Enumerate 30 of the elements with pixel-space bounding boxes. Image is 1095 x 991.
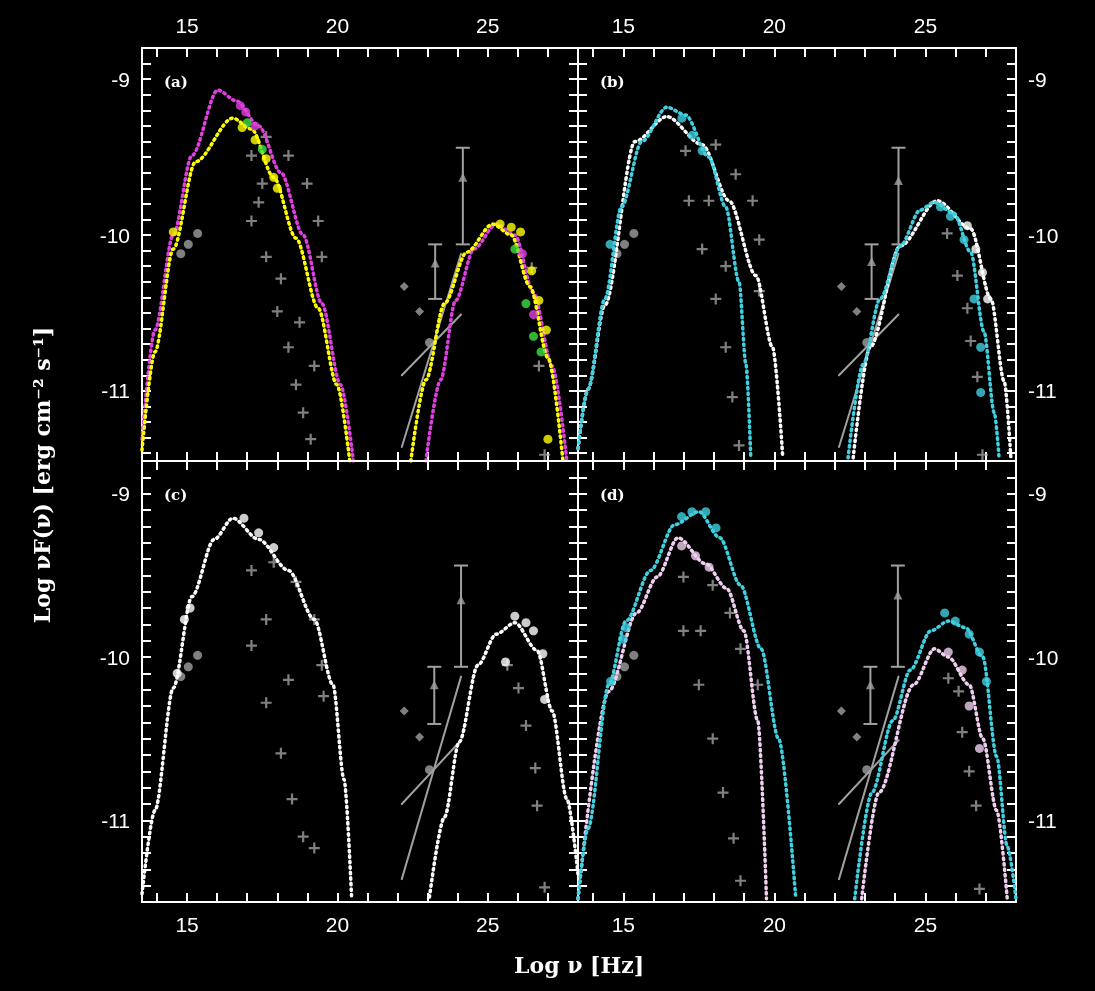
y-tick-label: -9 (111, 482, 130, 506)
annotation: (a) (164, 72, 188, 91)
x-tick-label: 25 (913, 913, 938, 936)
x-tick-label: 20 (325, 913, 350, 936)
y-tick-label: -10 (1028, 645, 1059, 669)
y-tick-label: -10 (99, 223, 130, 247)
y-tick-label: -9 (1028, 482, 1047, 506)
x-tick-label: 15 (175, 14, 199, 37)
y-tick-label: -11 (101, 808, 130, 832)
x-tick-label: 15 (175, 913, 199, 936)
x-tick-label: 25 (476, 913, 500, 936)
x-tick-label: 20 (762, 913, 787, 936)
x-axis-title: Log ν [Hz] (514, 952, 645, 978)
y-tick-label: -9 (111, 67, 130, 91)
y-tick-label: -11 (1028, 379, 1057, 403)
y-tick-label: -11 (1028, 808, 1057, 832)
x-tick-label: 20 (325, 14, 350, 37)
annotation: (c) (164, 485, 188, 504)
y-tick-label: -10 (99, 645, 130, 669)
y-tick-label: -10 (1028, 223, 1059, 247)
x-tick-label: 25 (476, 14, 500, 37)
x-tick-label: 15 (611, 14, 635, 37)
x-tick-label: 25 (913, 14, 938, 37)
x-tick-label: 15 (611, 913, 635, 936)
y-tick-label: -9 (1028, 67, 1047, 91)
annotation: (d) (600, 485, 625, 504)
x-tick-label: 20 (762, 14, 787, 37)
annotation: (b) (600, 72, 625, 91)
y-tick-label: -11 (101, 379, 130, 403)
y-axis-title: Log νF(ν) [erg cm⁻² s⁻¹] (29, 326, 56, 624)
